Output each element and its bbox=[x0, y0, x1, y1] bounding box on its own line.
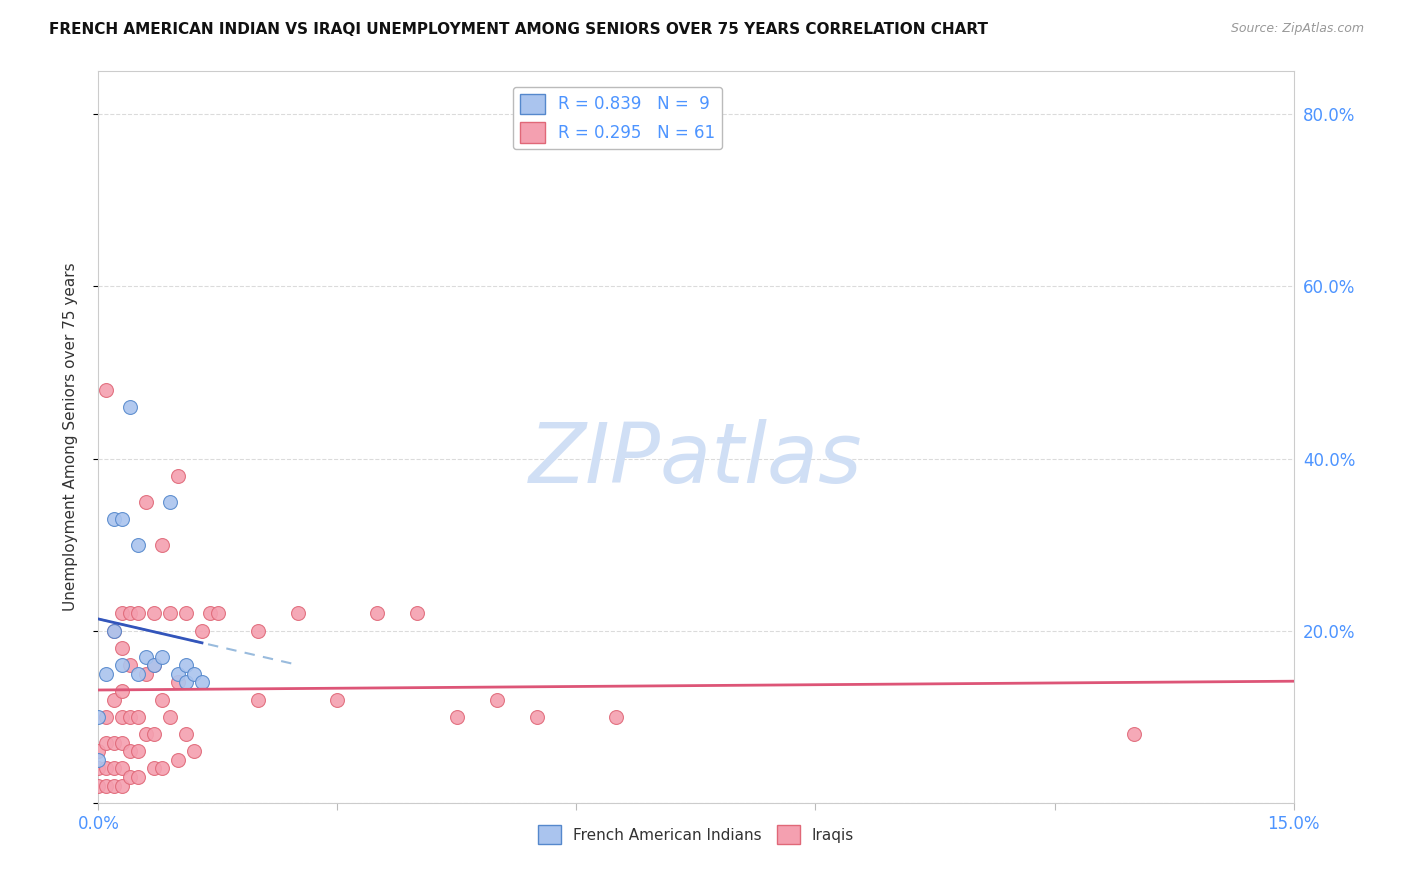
Point bbox=[103, 779, 125, 793]
Point bbox=[111, 684, 134, 698]
Point bbox=[87, 710, 110, 724]
Point bbox=[111, 607, 134, 621]
Point bbox=[111, 710, 134, 724]
Point bbox=[120, 658, 142, 673]
Point bbox=[167, 468, 190, 483]
Point bbox=[246, 692, 269, 706]
Point bbox=[127, 666, 149, 681]
Point bbox=[87, 753, 110, 767]
Point bbox=[143, 658, 166, 673]
Point bbox=[198, 607, 221, 621]
Point bbox=[150, 761, 173, 775]
Point bbox=[120, 770, 142, 784]
Point bbox=[366, 607, 388, 621]
Text: ZIPatlas: ZIPatlas bbox=[529, 418, 863, 500]
Point bbox=[605, 710, 627, 724]
Point bbox=[143, 658, 166, 673]
Point bbox=[326, 692, 349, 706]
Point bbox=[174, 727, 197, 741]
Point bbox=[111, 640, 134, 655]
Point bbox=[446, 710, 468, 724]
Point bbox=[135, 666, 157, 681]
Point bbox=[150, 692, 173, 706]
Point bbox=[96, 383, 118, 397]
Point bbox=[120, 710, 142, 724]
Point bbox=[103, 692, 125, 706]
Point bbox=[127, 770, 149, 784]
Point bbox=[111, 761, 134, 775]
Point bbox=[167, 675, 190, 690]
Point bbox=[191, 675, 214, 690]
Point bbox=[150, 538, 173, 552]
Point bbox=[135, 494, 157, 508]
Point bbox=[526, 710, 548, 724]
Point bbox=[96, 761, 118, 775]
Point bbox=[127, 607, 149, 621]
Point bbox=[127, 710, 149, 724]
Point bbox=[103, 735, 125, 749]
Point bbox=[87, 744, 110, 758]
Point bbox=[183, 666, 205, 681]
Point bbox=[103, 761, 125, 775]
Point bbox=[111, 512, 134, 526]
Point bbox=[135, 649, 157, 664]
Y-axis label: Unemployment Among Seniors over 75 years: Unemployment Among Seniors over 75 years bbox=[63, 263, 77, 611]
Point bbox=[167, 753, 190, 767]
Point bbox=[174, 658, 197, 673]
Point bbox=[96, 666, 118, 681]
Point bbox=[1123, 727, 1146, 741]
Point bbox=[87, 779, 110, 793]
Point bbox=[174, 607, 197, 621]
Point bbox=[287, 607, 309, 621]
Point bbox=[143, 727, 166, 741]
Point bbox=[246, 624, 269, 638]
Point bbox=[103, 624, 125, 638]
Point bbox=[191, 624, 214, 638]
Point bbox=[183, 744, 205, 758]
Point bbox=[111, 658, 134, 673]
Point bbox=[207, 607, 229, 621]
Point bbox=[159, 710, 181, 724]
Point bbox=[143, 607, 166, 621]
Point bbox=[111, 779, 134, 793]
Point bbox=[159, 607, 181, 621]
Text: Source: ZipAtlas.com: Source: ZipAtlas.com bbox=[1230, 22, 1364, 36]
Point bbox=[96, 710, 118, 724]
Point bbox=[103, 624, 125, 638]
Point bbox=[127, 538, 149, 552]
Point bbox=[111, 735, 134, 749]
Point bbox=[485, 692, 508, 706]
Point bbox=[406, 607, 429, 621]
Point bbox=[174, 675, 197, 690]
Point bbox=[135, 727, 157, 741]
Point bbox=[159, 494, 181, 508]
Point bbox=[120, 607, 142, 621]
Point bbox=[120, 400, 142, 414]
Point bbox=[103, 512, 125, 526]
Point bbox=[96, 735, 118, 749]
Point bbox=[167, 666, 190, 681]
Point bbox=[150, 649, 173, 664]
Point bbox=[120, 744, 142, 758]
Point bbox=[96, 779, 118, 793]
Point bbox=[87, 761, 110, 775]
Point bbox=[143, 761, 166, 775]
Legend: French American Indians, Iraqis: French American Indians, Iraqis bbox=[531, 819, 860, 850]
Text: FRENCH AMERICAN INDIAN VS IRAQI UNEMPLOYMENT AMONG SENIORS OVER 75 YEARS CORRELA: FRENCH AMERICAN INDIAN VS IRAQI UNEMPLOY… bbox=[49, 22, 988, 37]
Point bbox=[127, 744, 149, 758]
